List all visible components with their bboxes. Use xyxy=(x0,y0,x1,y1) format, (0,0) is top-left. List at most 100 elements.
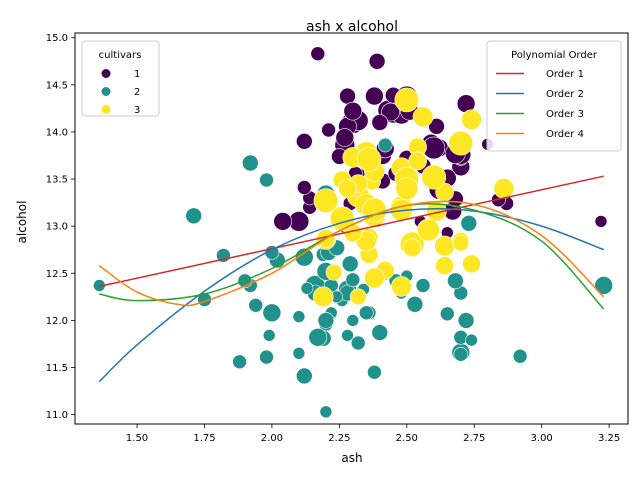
point-cultivar-2 xyxy=(259,172,274,188)
y-tick-label: 14.0 xyxy=(46,127,68,138)
fit-line-order-1 xyxy=(99,175,604,288)
legend-frame xyxy=(81,40,160,117)
point-cultivar-2 xyxy=(259,349,274,365)
point-cultivar-3 xyxy=(313,188,339,213)
point-cultivar-3 xyxy=(412,106,434,128)
y-tick-label: 11.0 xyxy=(46,410,68,421)
chart-title: ash x alcohol xyxy=(306,19,398,35)
point-cultivar-2 xyxy=(232,354,247,370)
point-cultivar-3 xyxy=(394,87,420,113)
point-cultivar-2 xyxy=(457,312,475,329)
plot-frame xyxy=(74,32,629,425)
y-tick-label: 14.5 xyxy=(46,80,68,91)
point-cultivar-2 xyxy=(308,327,328,347)
point-cultivar-1 xyxy=(339,87,356,105)
x-tick-label: 2.50 xyxy=(396,433,418,444)
point-cultivar-2 xyxy=(248,297,263,313)
x-tick-label: 3.25 xyxy=(598,433,620,444)
point-cultivar-3 xyxy=(312,286,334,308)
y-tick-label: 11.5 xyxy=(46,363,68,374)
point-cultivar-3 xyxy=(452,234,470,252)
point-cultivar-2 xyxy=(415,278,431,293)
y-tick-label: 12.0 xyxy=(46,316,68,327)
legend-marker-1 xyxy=(101,69,111,78)
x-axis-label: ash xyxy=(341,451,362,465)
point-cultivar-2 xyxy=(371,324,389,341)
x-tick-label: 1.50 xyxy=(126,433,148,444)
point-cultivar-2 xyxy=(346,314,360,327)
point-cultivar-3 xyxy=(364,267,385,289)
point-cultivar-2 xyxy=(262,329,276,342)
point-cultivar-2 xyxy=(460,215,478,232)
point-cultivar-3 xyxy=(435,256,454,276)
legend-label: 3 xyxy=(134,105,140,116)
polynomial-order-legend: Polynomial Order Order 1 Order 2 Order 3 Ord… xyxy=(486,40,622,152)
cultivars-legend: cultivars 1 2 3 xyxy=(81,40,160,117)
legend-title: Polynomial Order xyxy=(511,50,598,61)
point-cultivar-3 xyxy=(402,238,422,258)
point-cultivar-1 xyxy=(335,128,355,147)
y-tick-label: 15.0 xyxy=(46,33,68,44)
point-cultivar-1 xyxy=(594,215,608,228)
point-cultivar-1 xyxy=(273,212,293,231)
point-cultivar-1 xyxy=(371,114,389,131)
point-cultivar-3 xyxy=(391,276,412,297)
point-cultivar-3 xyxy=(462,254,481,274)
x-axis: 1.50 1.75 2.00 2.25 2.50 2.75 3.00 3.25 xyxy=(126,424,620,444)
y-tick-label: 13.0 xyxy=(46,222,68,233)
point-cultivar-2 xyxy=(350,335,366,351)
point-cultivar-2 xyxy=(594,276,614,295)
point-cultivar-2 xyxy=(377,137,393,153)
x-tick-label: 2.75 xyxy=(463,433,485,444)
point-cultivar-2 xyxy=(358,305,374,321)
y-axis-label: alcohol xyxy=(15,201,29,244)
fit-lines-layer xyxy=(98,175,605,383)
point-cultivar-2 xyxy=(341,329,354,342)
point-cultivar-3 xyxy=(461,109,482,130)
x-tick-label: 2.25 xyxy=(328,433,350,444)
point-cultivar-1 xyxy=(296,180,312,195)
point-cultivar-1 xyxy=(365,86,384,106)
legend-label: 2 xyxy=(134,87,140,98)
fit-line-order-4 xyxy=(98,200,605,307)
point-cultivar-2 xyxy=(319,405,333,419)
point-cultivar-2 xyxy=(292,346,306,360)
point-cultivar-3 xyxy=(417,218,440,242)
point-cultivar-2 xyxy=(317,312,335,329)
point-cultivar-1 xyxy=(343,101,363,121)
point-cultivar-2 xyxy=(295,367,313,385)
point-cultivar-3 xyxy=(434,235,455,257)
y-axis: 11.0 11.5 12.0 12.5 13.0 13.5 14.0 14.5 15.0 xyxy=(46,33,75,421)
point-cultivar-1 xyxy=(368,52,386,70)
point-cultivar-2 xyxy=(512,348,528,364)
x-tick-label: 1.75 xyxy=(193,433,215,444)
legend-label: Order 3 xyxy=(546,109,584,120)
point-cultivar-3 xyxy=(395,177,419,200)
point-cultivar-2 xyxy=(367,364,382,380)
legend-marker-2 xyxy=(101,87,111,96)
point-cultivar-2 xyxy=(406,295,424,313)
point-cultivar-2 xyxy=(292,310,306,323)
legend-marker-3 xyxy=(101,105,111,114)
point-cultivar-2 xyxy=(242,154,259,172)
legend-label: Order 2 xyxy=(546,89,584,100)
points-layer xyxy=(93,46,614,419)
legend-frame xyxy=(486,40,622,152)
x-tick-label: 3.00 xyxy=(531,433,553,444)
point-cultivar-2 xyxy=(341,255,359,273)
point-cultivar-3 xyxy=(325,263,343,281)
point-cultivar-3 xyxy=(408,151,427,171)
point-cultivar-2 xyxy=(447,272,464,290)
point-cultivar-3 xyxy=(356,147,382,172)
point-cultivar-1 xyxy=(428,118,445,135)
fit-line-order-2 xyxy=(98,208,604,383)
legend-title: cultivars xyxy=(99,50,142,61)
point-cultivar-3 xyxy=(421,164,447,190)
point-cultivar-2 xyxy=(439,306,455,322)
legend-label: Order 4 xyxy=(546,129,584,140)
point-cultivar-2 xyxy=(262,303,282,323)
point-cultivar-2 xyxy=(185,207,202,225)
x-tick-label: 2.00 xyxy=(261,433,283,444)
